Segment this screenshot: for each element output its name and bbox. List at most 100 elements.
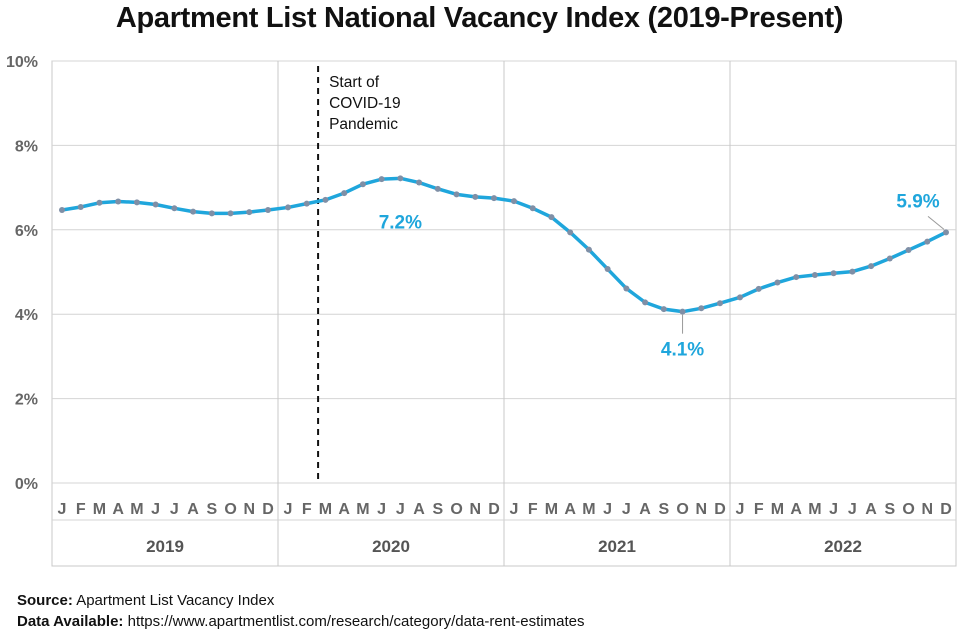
data-point <box>774 279 781 286</box>
x-tick-label-month: J <box>848 501 857 518</box>
y-tick-label: 0% <box>15 476 38 493</box>
x-tick-label-month: S <box>432 501 443 518</box>
x-tick-label-month: A <box>639 501 651 518</box>
data-point <box>623 285 630 292</box>
data-point <box>285 204 291 211</box>
data-point <box>491 195 497 202</box>
source-text: Apartment List Vacancy Index <box>72 592 275 609</box>
x-tick-label-month: S <box>658 501 669 518</box>
x-tick-label-month: J <box>58 501 67 518</box>
data-point <box>77 204 84 211</box>
data-point <box>849 268 856 275</box>
y-tick-label: 8% <box>15 138 38 155</box>
x-tick-label-month: A <box>338 501 350 518</box>
y-tick-label: 10% <box>6 54 38 71</box>
x-tick-label-year: 2020 <box>372 537 410 556</box>
data-point <box>511 198 517 205</box>
x-tick-label-month: J <box>603 501 612 518</box>
data-point <box>152 201 159 208</box>
vacancy-series-line <box>60 176 948 314</box>
x-tick-label-month: D <box>262 501 274 518</box>
x-tick-label-month: J <box>396 501 405 518</box>
data-point <box>679 308 686 315</box>
x-tick-label-month: O <box>450 501 462 518</box>
data-point <box>227 210 234 217</box>
data-point <box>737 294 743 301</box>
trough-value-label: 4.1% <box>661 340 704 361</box>
x-tick-label-month: D <box>940 501 952 518</box>
x-tick-label-year: 2019 <box>146 537 184 556</box>
data-available-note: Data Available: https://www.apartmentlis… <box>17 613 584 630</box>
x-tick-label-month: F <box>528 501 538 518</box>
data-point <box>604 266 611 273</box>
covid-annotation-label: Start of <box>329 74 380 91</box>
y-tick-label: 2% <box>15 392 38 409</box>
x-tick-label-month: N <box>921 501 933 518</box>
x-tick-label-month: M <box>319 501 332 518</box>
x-tick-label-month: J <box>284 501 293 518</box>
data-point <box>717 300 723 307</box>
data-point <box>115 198 122 205</box>
last-value-label: 5.9% <box>896 191 939 212</box>
data-point <box>59 206 65 213</box>
data-point <box>585 246 592 253</box>
data-point <box>755 285 762 292</box>
x-tick-label-month: O <box>676 501 688 518</box>
x-tick-label-month: D <box>714 501 726 518</box>
x-tick-label-month: S <box>884 501 895 518</box>
data-point <box>434 185 441 192</box>
x-tick-label-month: O <box>902 501 914 518</box>
x-tick-label-month: M <box>771 501 784 518</box>
x-tick-label-month: J <box>829 501 838 518</box>
data-point <box>924 238 931 245</box>
data-point <box>660 306 667 313</box>
data-point <box>246 209 253 216</box>
data-point <box>642 299 649 306</box>
x-tick-label-month: A <box>790 501 802 518</box>
data-point <box>886 255 893 262</box>
x-tick-label-month: J <box>377 501 386 518</box>
x-tick-label-month: M <box>93 501 106 518</box>
x-tick-label-month: M <box>582 501 595 518</box>
x-tick-label-month: M <box>130 501 143 518</box>
last-leader-line <box>927 215 945 230</box>
x-tick-label-month: A <box>187 501 199 518</box>
data-point <box>397 175 404 182</box>
x-tick-label-month: F <box>302 501 312 518</box>
x-tick-label-year: 2021 <box>598 537 636 556</box>
data-point <box>529 205 536 212</box>
data-point <box>265 206 271 213</box>
source-note: Source: Apartment List Vacancy Index <box>17 592 274 609</box>
data-point <box>811 271 818 278</box>
peak-value-label: 7.2% <box>379 212 422 233</box>
source-label: Source: <box>17 592 73 609</box>
data-point <box>453 191 460 198</box>
x-tick-label-month: M <box>356 501 369 518</box>
covid-annotation-label: COVID-19 <box>329 95 401 112</box>
x-tick-label-month: A <box>865 501 877 518</box>
data-available-label: Data Available: <box>17 613 124 630</box>
data-point <box>793 274 800 281</box>
data-point <box>190 208 197 215</box>
data-point <box>359 181 366 188</box>
data-point <box>868 263 875 270</box>
data-point <box>303 200 310 207</box>
x-tick-label-month: D <box>488 501 500 518</box>
x-tick-label-month: J <box>736 501 745 518</box>
x-tick-label-month: S <box>206 501 217 518</box>
x-tick-label-month: F <box>754 501 764 518</box>
y-tick-label: 4% <box>15 307 38 324</box>
x-tick-label-month: A <box>413 501 425 518</box>
x-tick-label-month: F <box>76 501 86 518</box>
data-point <box>943 229 949 236</box>
data-point <box>567 229 574 236</box>
data-point <box>133 199 140 206</box>
data-available-url: https://www.apartmentlist.com/research/c… <box>123 613 585 630</box>
data-point <box>208 210 215 217</box>
x-tick-label-month: M <box>545 501 558 518</box>
y-tick-label: 6% <box>15 223 38 240</box>
x-tick-label-month: J <box>622 501 631 518</box>
data-point <box>698 305 705 312</box>
data-point <box>905 247 912 254</box>
